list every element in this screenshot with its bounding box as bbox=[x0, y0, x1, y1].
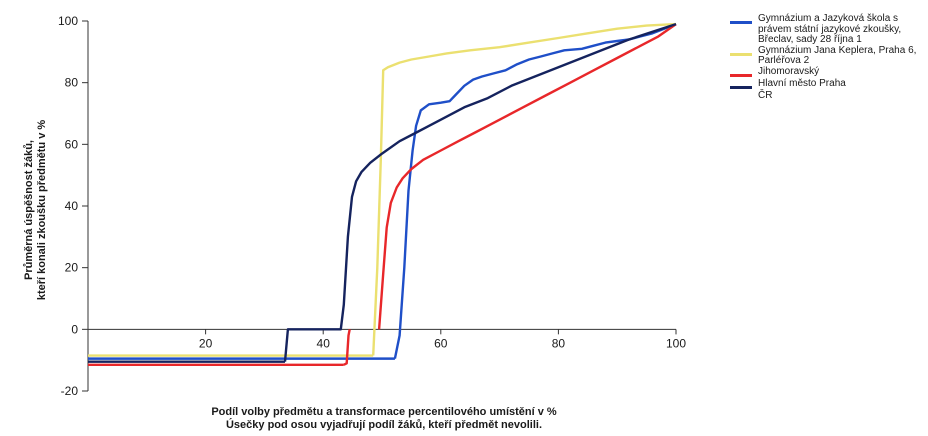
legend-label: ČR bbox=[758, 89, 773, 101]
y-axis-title-line1: Průměrná úspěšnost žáků, bbox=[23, 140, 35, 280]
legend-swatch bbox=[730, 85, 752, 89]
legend-item: Gymnázium Jana Keplera, Praha 6, Parléřo… bbox=[728, 44, 924, 67]
x-tick-label: 20 bbox=[199, 336, 213, 350]
y-tick-label: -20 bbox=[61, 384, 79, 398]
series-line bbox=[372, 22, 677, 356]
legend-item: Jihomoravský bbox=[728, 65, 924, 79]
series-line bbox=[377, 23, 677, 330]
legend-swatch bbox=[730, 21, 752, 24]
y-tick-label: 40 bbox=[65, 199, 79, 213]
y-axis-title-line2: kteří konali zkoušku předmětu v % bbox=[36, 120, 48, 301]
legend: Gymnázium a Jazyková škola s právem stát… bbox=[728, 13, 924, 103]
x-axis-title-line2: Úsečky pod osou vyjadřují podíl žáků, kt… bbox=[226, 418, 542, 431]
legend-swatch bbox=[730, 52, 752, 56]
legend-item: Hlavní město Praha bbox=[728, 77, 924, 91]
y-tick-label: 20 bbox=[65, 261, 79, 275]
legend-label: Gymnázium a Jazyková škola s právem stát… bbox=[758, 13, 902, 45]
x-axis-title-line1: Podíl volby předmětu a transformace perc… bbox=[211, 406, 557, 418]
y-tick-label: 0 bbox=[71, 322, 78, 336]
legend-label: Jihomoravský bbox=[758, 65, 820, 77]
x-tick-label: 80 bbox=[552, 336, 566, 350]
y-tick-label: 60 bbox=[65, 137, 79, 151]
x-tick-label: 40 bbox=[317, 336, 331, 350]
legend-item: Gymnázium a Jazyková škola s právem stát… bbox=[728, 13, 924, 46]
x-tick-label: 100 bbox=[666, 336, 686, 350]
x-tick-label: 60 bbox=[434, 336, 448, 350]
legend-swatch bbox=[730, 73, 752, 77]
y-tick-label: 80 bbox=[65, 76, 79, 90]
legend-label: Gymnázium Jana Keplera, Praha 6, Parléřo… bbox=[758, 44, 917, 66]
series-line bbox=[393, 22, 677, 359]
y-tick-label: 100 bbox=[58, 14, 78, 28]
legend-label: Hlavní město Praha bbox=[758, 77, 846, 89]
legend-item: ČR bbox=[728, 89, 924, 103]
series-line bbox=[283, 22, 677, 362]
series-line bbox=[343, 329, 351, 366]
